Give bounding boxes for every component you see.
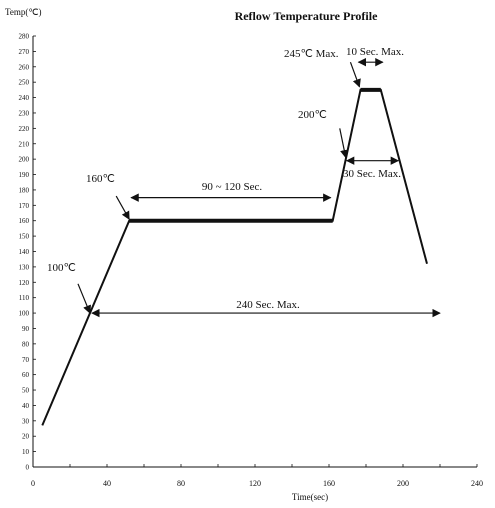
- pointer-160c-arrow: [115, 195, 130, 220]
- y-tick-label: 140: [19, 248, 30, 256]
- y-tick-label: 70: [22, 356, 30, 364]
- y-tick-label: 80: [22, 340, 30, 348]
- x-tick-label: 80: [177, 479, 185, 488]
- x-tick-label: 0: [31, 479, 35, 488]
- y-tick-label: 190: [19, 171, 30, 179]
- y-tick-label: 270: [19, 48, 30, 56]
- y-tick-label: 180: [19, 186, 30, 194]
- y-tick-label: 230: [19, 109, 30, 117]
- y-tick-label: 220: [19, 125, 30, 133]
- y-axis-label: Temp(℃): [5, 7, 41, 17]
- y-tick-label: 10: [22, 448, 30, 456]
- annotation-160c: 160℃: [86, 173, 115, 185]
- y-tick-label: 280: [19, 33, 30, 41]
- y-tick-label: 120: [19, 279, 30, 287]
- y-tick-label: 160: [19, 217, 30, 225]
- y-tick-label: 20: [22, 433, 30, 441]
- x-axis-label: Time(sec): [292, 492, 328, 502]
- y-tick-label: 200: [19, 156, 30, 164]
- annotation-soak-duration: 90 ~ 120 Sec.: [202, 181, 263, 193]
- y-tick-label: 40: [22, 402, 30, 410]
- y-tick-label: 210: [19, 140, 30, 148]
- x-tick-label: 120: [249, 479, 261, 488]
- y-axis-ticks: 0 10 20 30 40 50 60 70 80 90 100 110 120 130 140 150 160…: [19, 33, 36, 472]
- y-tick-label: 130: [19, 263, 30, 271]
- y-tick-label: 260: [19, 63, 30, 71]
- y-tick-label: 50: [22, 387, 30, 395]
- y-tick-label: 150: [19, 233, 30, 241]
- x-axis-ticks: 0 40 80 120 160 200 240: [31, 464, 483, 488]
- y-tick-label: 90: [22, 325, 30, 333]
- y-tick-label: 100: [19, 310, 30, 318]
- x-tick-label: 40: [103, 479, 111, 488]
- y-tick-label: 0: [26, 464, 30, 472]
- y-tick-label: 240: [19, 94, 30, 102]
- chart-title: Reflow Temperature Profile: [235, 9, 379, 23]
- x-tick-label: 160: [323, 479, 335, 488]
- annotation-total-duration: 240 Sec. Max.: [236, 299, 300, 311]
- annotation-100c: 100℃: [47, 262, 76, 274]
- annotation-200c: 200℃: [298, 109, 327, 121]
- annotation-245c: 245℃ Max.: [284, 48, 339, 60]
- pointer-100c-arrow: [77, 283, 91, 314]
- y-tick-label: 60: [22, 371, 30, 379]
- pointer-245c-arrow: [349, 61, 361, 88]
- x-tick-label: 240: [471, 479, 483, 488]
- annotation-above-200-duration: 30 Sec. Max.: [343, 168, 401, 180]
- y-tick-label: 110: [19, 294, 30, 302]
- y-tick-label: 30: [22, 417, 30, 425]
- pointer-200c-arrow: [339, 128, 349, 159]
- x-tick-label: 200: [397, 479, 409, 488]
- y-tick-label: 250: [19, 79, 30, 87]
- temperature-profile-line: [41, 88, 428, 426]
- annotation-peak-duration: 10 Sec. Max.: [346, 46, 404, 58]
- y-tick-label: 170: [19, 202, 30, 210]
